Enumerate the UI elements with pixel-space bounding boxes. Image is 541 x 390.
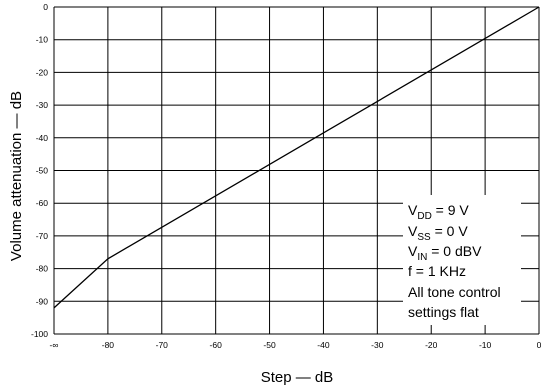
x-tick-label: -80 (102, 340, 115, 350)
x-tick-label: -60 (210, 340, 223, 350)
y-tick-label: -30 (36, 100, 49, 110)
series-group (53, 6, 540, 309)
annotation-line: VIN = 0 dBV (408, 243, 482, 263)
x-tick-label: -20 (425, 340, 438, 350)
y-tick-label: -80 (36, 264, 49, 274)
annotation-line: settings flat (408, 304, 479, 320)
y-tick-label: -20 (36, 67, 49, 77)
y-tick-label: -60 (36, 198, 49, 208)
x-tick-label: -50 (263, 340, 276, 350)
y-tick-label: -40 (36, 133, 49, 143)
annotation-line: f = 1 KHz (408, 263, 466, 279)
y-tick-label: -90 (36, 296, 49, 306)
y-tick-label: -70 (36, 231, 49, 241)
x-tick-label: -70 (156, 340, 169, 350)
y-tick-label: 0 (43, 2, 48, 12)
x-axis-label: Step — dB (261, 369, 334, 386)
annotation-background (403, 195, 521, 325)
y-tick-labels: 0 -10 -20 -30 -40 -50 -60 -70 -80 -90 -100 (31, 2, 48, 339)
x-tick-label: -10 (479, 340, 492, 350)
x-tick-label: -40 (317, 340, 330, 350)
annotation-line: VSS = 0 V (408, 223, 468, 243)
y-tick-label: -50 (36, 166, 49, 176)
x-tick-label: 0 (537, 340, 541, 350)
x-tick-label: -∞ (50, 340, 59, 350)
x-tick-label: -30 (371, 340, 384, 350)
annotation-line: All tone control (408, 284, 501, 300)
x-tick-labels: -∞ -80 -70 -60 -50 -40 -30 -20 -10 0 (50, 340, 541, 350)
y-tick-label: -10 (36, 35, 49, 45)
grid (53, 6, 540, 335)
y-axis-label: Volume attenuation — dB (8, 91, 25, 261)
series-line (53, 6, 540, 309)
annotation-line: VDD = 9 V (408, 202, 469, 222)
y-tick-label: -100 (31, 329, 48, 339)
